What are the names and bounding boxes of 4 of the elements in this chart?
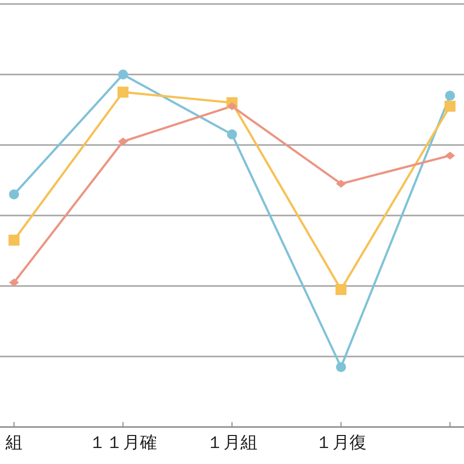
x-tick-label: １１月確	[89, 433, 157, 452]
x-tick-label: １月組	[206, 433, 258, 452]
x-tick-label: １月復	[316, 433, 366, 452]
x-tick-label: 組	[6, 433, 22, 452]
